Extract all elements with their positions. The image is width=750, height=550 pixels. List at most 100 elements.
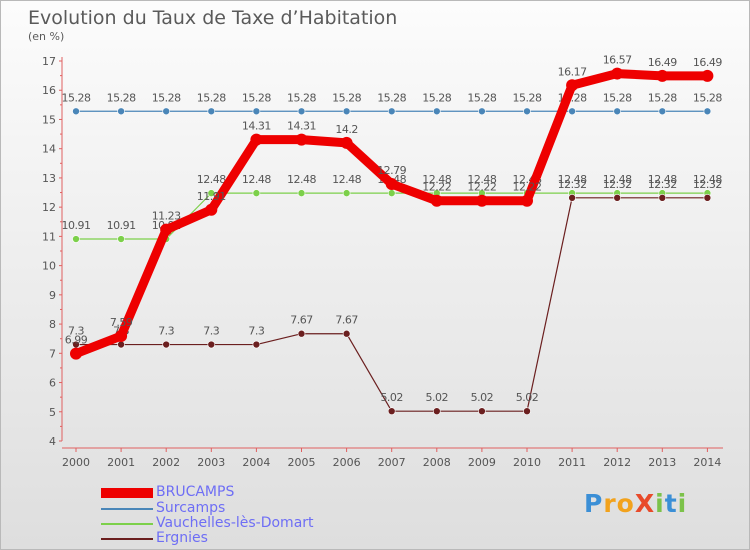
data-label: 12.48 xyxy=(287,173,316,186)
y-tick-label: 14 xyxy=(42,143,56,156)
x-tick-label: 2013 xyxy=(648,456,676,469)
data-point xyxy=(162,340,170,349)
data-point xyxy=(523,407,531,415)
y-tick-label: 17 xyxy=(42,55,56,68)
data-label: 16.57 xyxy=(603,54,632,67)
data-label: 16.17 xyxy=(558,65,587,78)
data-point xyxy=(566,79,579,92)
data-point xyxy=(252,340,261,349)
data-label: 12.32 xyxy=(648,178,677,191)
legend-label: Ergnies xyxy=(156,530,208,546)
data-point xyxy=(297,107,306,116)
data-point xyxy=(117,107,125,116)
data-label: 5.02 xyxy=(380,391,403,404)
data-label: 7.67 xyxy=(290,314,313,327)
data-label: 11.23 xyxy=(152,210,181,223)
data-label: 14.31 xyxy=(287,120,316,133)
x-tick-label: 2001 xyxy=(107,456,135,469)
data-label: 7.59 xyxy=(110,316,133,329)
data-point xyxy=(207,107,216,116)
data-point xyxy=(340,136,353,149)
data-point xyxy=(72,107,80,116)
data-label: 7.67 xyxy=(335,314,358,327)
legend-label: BRUCAMPS xyxy=(156,484,235,500)
data-point xyxy=(385,178,398,191)
logo-letter: i xyxy=(677,489,688,518)
data-label: 7.3 xyxy=(248,325,264,338)
data-point xyxy=(568,107,576,116)
data-label: 5.02 xyxy=(426,391,449,404)
data-label: 12.22 xyxy=(467,181,496,194)
x-tick-label: 2004 xyxy=(242,456,270,469)
y-tick-label: 15 xyxy=(42,113,56,126)
data-point xyxy=(115,330,128,343)
data-point xyxy=(703,194,712,202)
y-tick-label: 8 xyxy=(49,318,56,331)
data-label: 15.28 xyxy=(152,91,181,104)
data-label: 10.91 xyxy=(107,219,136,232)
data-point xyxy=(72,235,80,243)
y-tick-label: 9 xyxy=(49,289,56,302)
legend-swatch xyxy=(101,488,153,498)
data-label: 15.28 xyxy=(287,91,316,104)
data-label: 7.3 xyxy=(68,325,84,338)
data-point xyxy=(568,194,576,202)
x-tick-label: 2014 xyxy=(693,456,721,469)
data-label: 15.28 xyxy=(422,91,451,104)
data-label: 15.28 xyxy=(603,91,632,104)
logo-letter: o xyxy=(616,489,635,518)
x-tick-label: 2006 xyxy=(333,456,361,469)
data-label: 15.28 xyxy=(107,91,136,104)
data-label: 12.32 xyxy=(558,178,587,191)
y-tick-label: 10 xyxy=(42,260,56,273)
data-point xyxy=(250,133,263,146)
data-point xyxy=(205,203,218,216)
data-label: 14.31 xyxy=(242,120,271,133)
x-tick-label: 2002 xyxy=(152,456,180,469)
proxiti-logo: ProXiti xyxy=(584,489,687,518)
chart-title: Evolution du Taux de Taxe d’Habitation xyxy=(28,7,398,29)
data-label: 16.49 xyxy=(693,56,722,69)
data-point xyxy=(613,194,622,202)
data-point xyxy=(387,107,396,116)
data-label: 15.28 xyxy=(197,91,226,104)
data-label: 15.28 xyxy=(332,91,361,104)
data-label: 12.22 xyxy=(422,181,451,194)
data-point xyxy=(207,189,216,197)
data-label: 15.28 xyxy=(62,91,91,104)
data-label: 12.48 xyxy=(558,173,587,186)
data-point xyxy=(521,194,533,207)
logo-letter: X xyxy=(634,489,656,518)
legend-swatch xyxy=(101,538,153,540)
x-tick-label: 2008 xyxy=(423,456,451,469)
data-point xyxy=(342,329,351,338)
x-tick-label: 2000 xyxy=(62,456,90,469)
data-point xyxy=(523,107,531,116)
data-label: 12.48 xyxy=(603,173,632,186)
data-point xyxy=(701,69,714,82)
data-label: 12.48 xyxy=(332,173,361,186)
data-point xyxy=(387,189,396,197)
data-label: 15.28 xyxy=(513,91,542,104)
data-label: 12.79 xyxy=(377,164,406,177)
data-label: 15.28 xyxy=(648,91,677,104)
logo-letter: t xyxy=(664,489,678,518)
legend-swatch xyxy=(101,508,153,510)
y-tick-label: 13 xyxy=(42,172,56,185)
legend-label: Vauchelles-lès-Domart xyxy=(156,515,314,531)
data-point xyxy=(252,189,261,197)
x-tick-label: 2003 xyxy=(197,456,225,469)
data-label: 12.48 xyxy=(242,173,271,186)
data-point xyxy=(342,107,351,116)
data-point xyxy=(703,107,712,116)
y-tick-label: 16 xyxy=(42,84,56,97)
y-tick-label: 11 xyxy=(42,230,56,243)
data-label: 7.3 xyxy=(158,325,174,338)
data-label: 12.48 xyxy=(693,173,722,186)
data-label: 14.2 xyxy=(335,123,358,136)
data-point xyxy=(297,189,306,197)
data-point xyxy=(162,107,170,116)
x-tick-label: 2010 xyxy=(513,456,541,469)
data-point xyxy=(430,194,443,207)
y-tick-label: 4 xyxy=(49,435,56,448)
